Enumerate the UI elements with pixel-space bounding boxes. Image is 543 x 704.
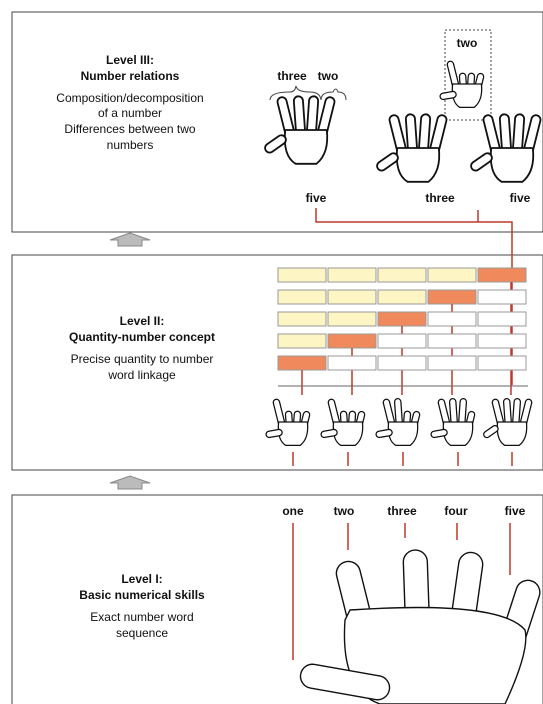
- grid-cell: [327, 333, 377, 349]
- hand: [430, 398, 476, 447]
- grid-cell: [477, 267, 527, 283]
- grid-cell: [477, 333, 527, 349]
- grid-cell: [427, 267, 477, 283]
- palm: [496, 421, 528, 447]
- hand: [439, 60, 485, 109]
- hands: [264, 60, 542, 704]
- thumb: [265, 428, 283, 439]
- level-subtitle: Basic numerical skills: [79, 588, 205, 602]
- hand-label: five: [306, 191, 327, 205]
- thumb: [299, 663, 391, 701]
- grid-cell: [277, 333, 327, 349]
- number-word: two: [334, 504, 355, 518]
- grid-cell: [327, 311, 377, 327]
- level-title: Level II:: [120, 314, 165, 328]
- description: numbers: [107, 138, 154, 152]
- palm: [283, 129, 329, 165]
- grid-cell: [427, 333, 477, 349]
- thumb: [470, 152, 493, 172]
- brace-label: three: [277, 69, 307, 83]
- description: Composition/decomposition: [56, 91, 203, 105]
- hand-label: five: [510, 191, 531, 205]
- description: Precise quantity to number: [71, 352, 214, 366]
- grid-cell: [477, 311, 527, 327]
- hand: [470, 113, 542, 183]
- thumb: [430, 428, 448, 439]
- hand: [264, 95, 336, 165]
- thumb: [439, 90, 457, 101]
- description: word linkage: [107, 368, 176, 382]
- arrow-up: [109, 232, 151, 247]
- hand: [265, 398, 311, 447]
- grid-cell: [427, 289, 477, 305]
- grid-cell: [327, 267, 377, 283]
- thumb: [483, 425, 499, 439]
- description: Differences between two: [64, 122, 196, 136]
- grid-cell: [327, 355, 377, 371]
- hand: [320, 398, 366, 447]
- grid-cell: [377, 267, 427, 283]
- level-subtitle: Quantity-number concept: [69, 330, 215, 344]
- description: Exact number word: [90, 610, 193, 624]
- thumb: [264, 134, 287, 154]
- hand: [375, 398, 421, 447]
- level3-text: Level III: Number relations Composition/…: [56, 36, 530, 205]
- grid-cell: [277, 311, 327, 327]
- grid-cell: [427, 355, 477, 371]
- level2-text: Level II: Quantity-number concept Precis…: [69, 314, 215, 382]
- brace: [269, 85, 347, 101]
- arrow-up: [109, 475, 151, 490]
- description: sequence: [116, 626, 168, 640]
- hand-label: three: [425, 191, 455, 205]
- grid-cell: [377, 333, 427, 349]
- grid: [277, 267, 527, 466]
- big-hand: [299, 549, 541, 704]
- grid-cell: [277, 267, 327, 283]
- grid-cell: [477, 355, 527, 371]
- level-subtitle: Number relations: [81, 69, 180, 83]
- grid-cell: [377, 355, 427, 371]
- level-title: Level I:: [121, 572, 162, 586]
- grid-cell: [277, 289, 327, 305]
- thumb: [375, 428, 393, 439]
- brace-label: two: [318, 69, 339, 83]
- palm: [489, 147, 535, 183]
- level1-text: Level I: Basic numerical skills Exact nu…: [79, 504, 525, 640]
- grid-cell: [377, 311, 427, 327]
- panel-level3: [11, 11, 543, 233]
- number-word: four: [444, 504, 468, 518]
- grid-cell: [277, 355, 327, 371]
- number-word: five: [505, 504, 526, 518]
- grid-cell: [477, 289, 527, 305]
- thumb: [320, 428, 338, 439]
- grid-cell: [427, 311, 477, 327]
- level-title: Level III:: [106, 53, 154, 67]
- grid-cell: [327, 289, 377, 305]
- description: of a number: [98, 106, 162, 120]
- number-word: three: [387, 504, 417, 518]
- red-line: [292, 523, 511, 660]
- thumb: [376, 152, 399, 172]
- box-label: two: [457, 36, 478, 50]
- number-word: one: [282, 504, 304, 518]
- hand: [483, 398, 533, 447]
- grid-cell: [377, 289, 427, 305]
- palm: [395, 147, 441, 183]
- hand: [376, 113, 448, 183]
